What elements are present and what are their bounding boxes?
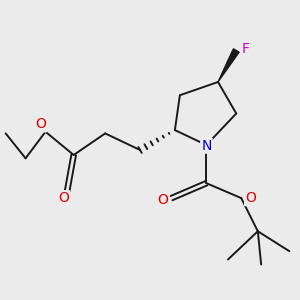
Text: F: F xyxy=(242,42,250,56)
Text: N: N xyxy=(201,139,212,153)
Text: O: O xyxy=(245,191,256,205)
Text: O: O xyxy=(157,193,168,207)
Polygon shape xyxy=(218,49,239,82)
Text: O: O xyxy=(35,118,46,131)
Text: O: O xyxy=(58,191,69,205)
